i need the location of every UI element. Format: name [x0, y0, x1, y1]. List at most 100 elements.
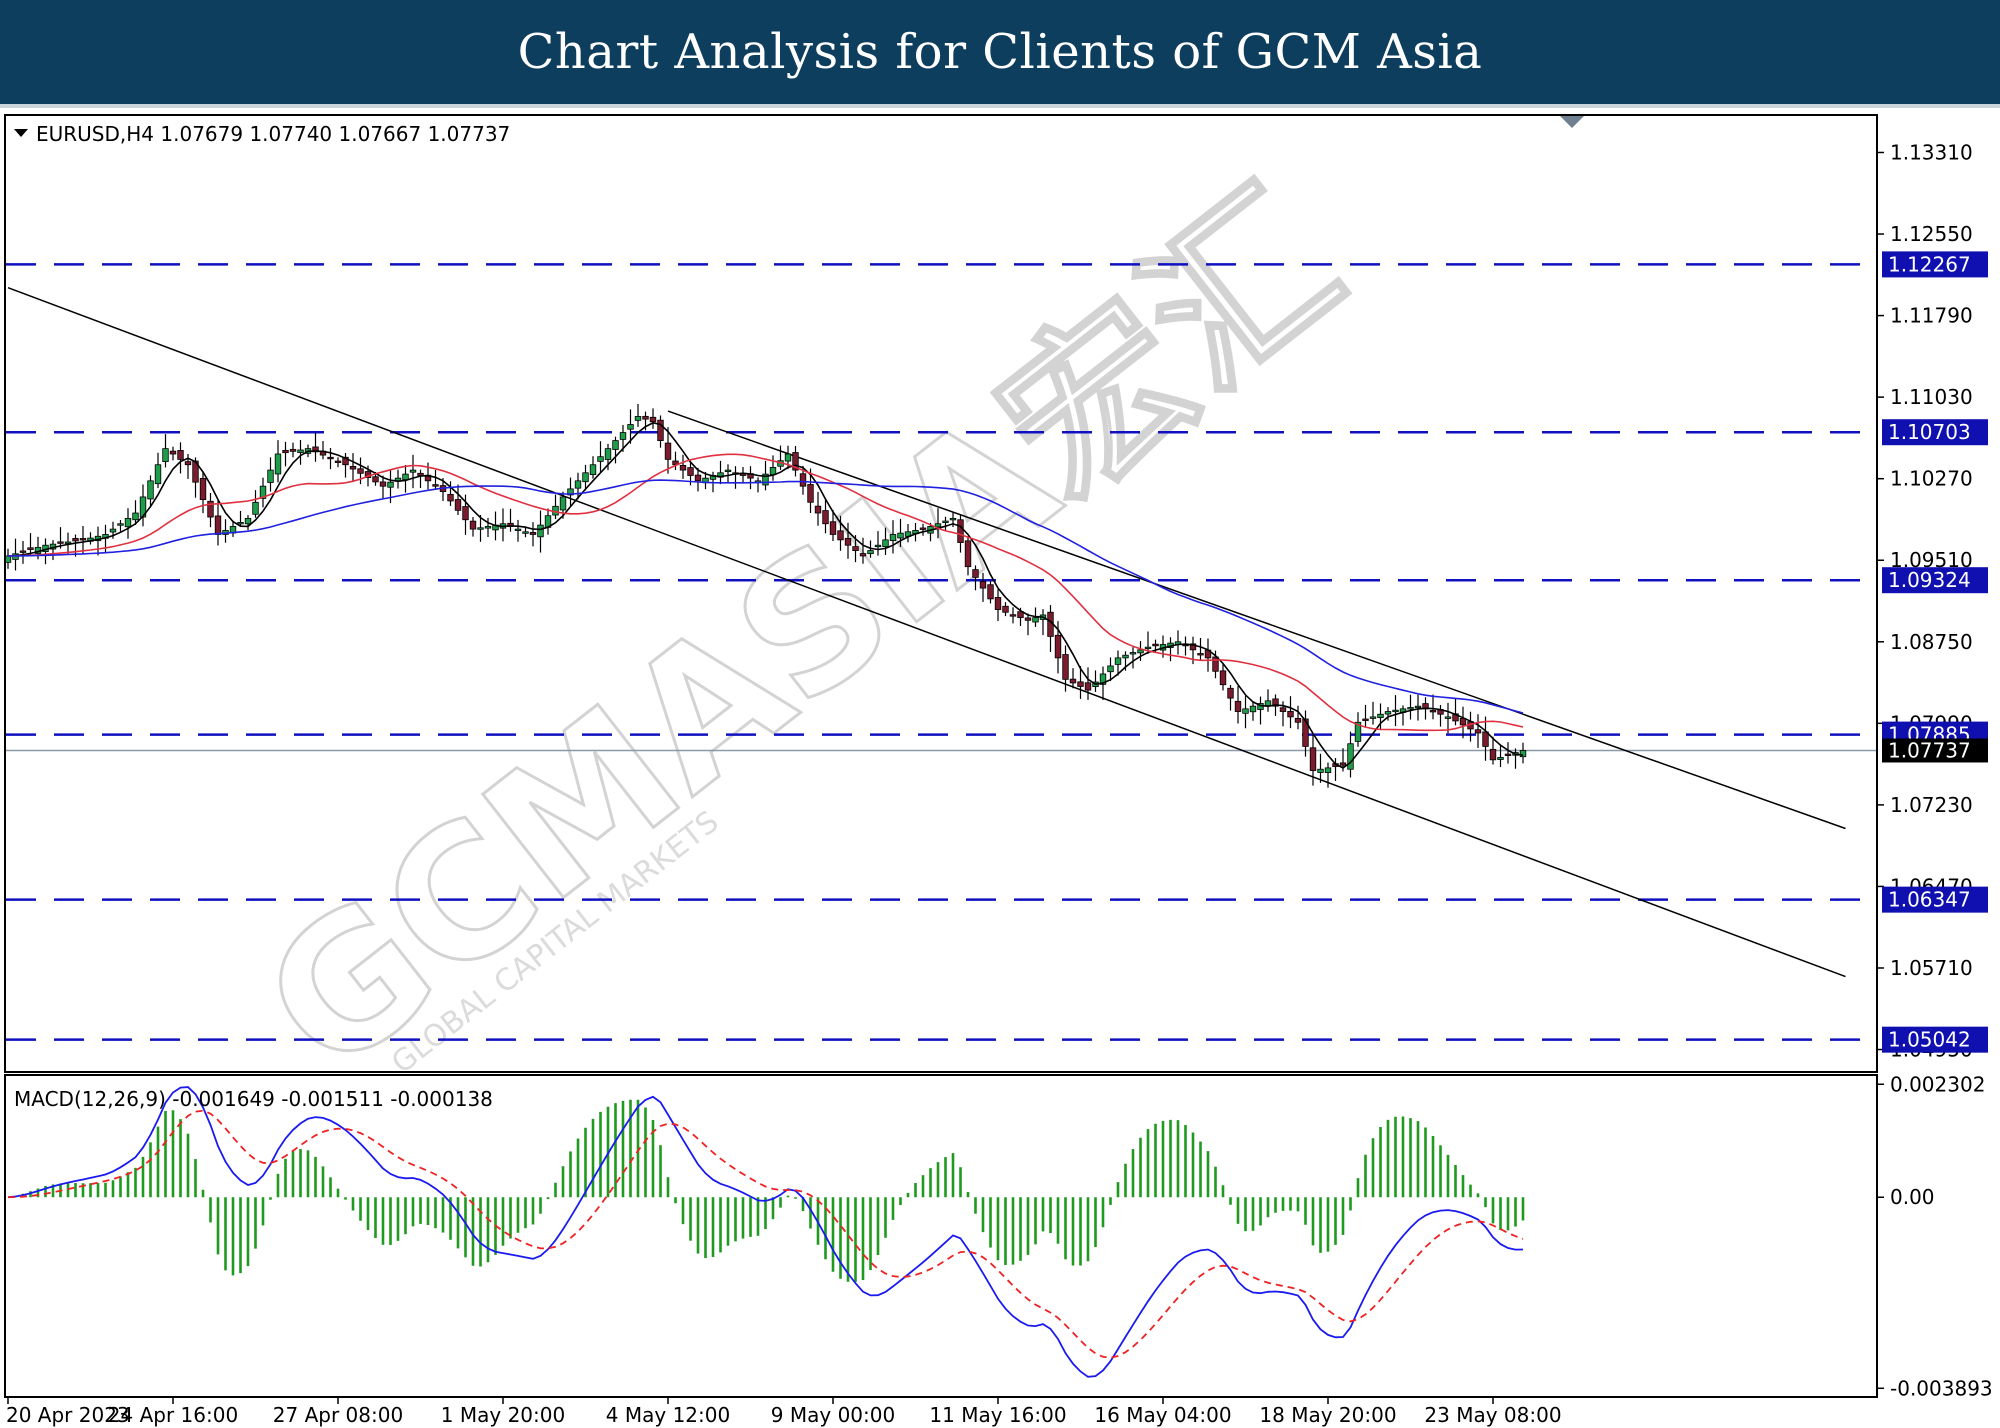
candle [589, 456, 597, 479]
candle [964, 536, 972, 576]
candle [814, 491, 822, 526]
x-tick-label: 27 Apr 08:00 [273, 1403, 403, 1427]
candle [19, 541, 27, 564]
candle [649, 408, 657, 429]
channel-upper-line[interactable] [667, 410, 1846, 830]
candle [567, 477, 574, 507]
candle [537, 510, 544, 553]
candle [207, 493, 214, 528]
candle [1369, 701, 1377, 725]
level-price-label: 1.10703 [1888, 420, 1971, 444]
ma-20-line [7, 453, 1524, 732]
y-tick-label: 1.13310 [1890, 140, 1973, 164]
candle [874, 531, 882, 556]
candle [1377, 703, 1384, 730]
candle [514, 519, 522, 542]
candle [1347, 731, 1354, 778]
candle [942, 516, 949, 531]
candle [124, 508, 132, 539]
candle [919, 523, 927, 536]
y-tick-label: 1.12550 [1890, 222, 1973, 246]
candle [1242, 695, 1249, 729]
candle [162, 434, 169, 468]
candle [889, 520, 897, 554]
macd-signal-line [7, 1109, 1524, 1359]
level-price-badge [1882, 419, 1988, 446]
candle [1077, 666, 1084, 699]
candle [244, 515, 252, 531]
candle [1392, 695, 1399, 727]
candle [1362, 704, 1369, 727]
candle [327, 448, 334, 470]
candle [559, 491, 567, 519]
candle [1497, 744, 1504, 768]
candle [79, 526, 87, 554]
candle [582, 464, 589, 491]
y-tick-label: 1.05710 [1890, 956, 1973, 980]
x-tick-label: 16 May 04:00 [1094, 1403, 1231, 1427]
candle [484, 517, 492, 538]
channel-lower-line[interactable] [7, 286, 1846, 978]
candle [132, 500, 139, 526]
chart-shift-marker-icon[interactable] [1560, 116, 1584, 128]
x-tick-label: 20 Apr 2023 [6, 1403, 130, 1427]
symbol-dropdown-icon[interactable] [14, 129, 28, 137]
level-price-label: 1.12267 [1888, 252, 1971, 276]
candle [619, 424, 627, 452]
candle [379, 475, 387, 499]
candle [1062, 645, 1069, 692]
y-tick-label: 1.11030 [1890, 385, 1973, 409]
y-tick-label: 1.08750 [1890, 630, 1973, 654]
candle [1249, 701, 1257, 721]
candle [724, 464, 732, 483]
candle [154, 452, 162, 489]
candle [1429, 694, 1437, 720]
candle [634, 403, 642, 427]
candle [1107, 657, 1114, 682]
candle [987, 581, 994, 604]
candle [1309, 734, 1317, 786]
candle [282, 441, 289, 467]
candle [994, 589, 1002, 622]
candle [1227, 685, 1234, 711]
candle [1414, 694, 1422, 721]
candle [454, 484, 462, 515]
candle [1317, 753, 1324, 783]
candle [694, 467, 702, 492]
candle [1407, 694, 1414, 720]
level-price-badge [1882, 251, 1988, 278]
candle [1504, 742, 1512, 764]
ma-50-line [8, 479, 1524, 714]
x-tick-label: 1 May 20:00 [441, 1403, 565, 1427]
level-price-badge [1882, 567, 1988, 594]
candle [342, 452, 349, 478]
candle [477, 515, 484, 542]
header-bar: Chart Analysis for Clients of GCM Asia [0, 0, 2000, 104]
candle [334, 457, 342, 468]
candle [1444, 702, 1452, 734]
y-tick-label: 1.10270 [1890, 467, 1973, 491]
candle [402, 465, 409, 493]
candle [1129, 647, 1137, 669]
candle [1219, 664, 1227, 691]
candle [1489, 736, 1497, 765]
candle [679, 454, 687, 479]
macd-y-tick-label: 0.00 [1890, 1185, 1935, 1209]
candle [822, 498, 829, 534]
x-tick-label: 4 May 12:00 [606, 1403, 730, 1427]
level-price-badge [1882, 1026, 1988, 1053]
candle [237, 510, 244, 527]
candle [252, 490, 259, 518]
current-price-label: 1.07737 [1888, 738, 1971, 762]
candle [1069, 668, 1077, 689]
macd-panel-frame [4, 1074, 1878, 1398]
candle [664, 427, 672, 474]
candle [1197, 637, 1204, 660]
candle [829, 509, 837, 542]
candle [267, 457, 274, 492]
candle [169, 446, 177, 461]
candle [312, 432, 319, 462]
candle [177, 442, 184, 474]
candle [469, 517, 477, 537]
